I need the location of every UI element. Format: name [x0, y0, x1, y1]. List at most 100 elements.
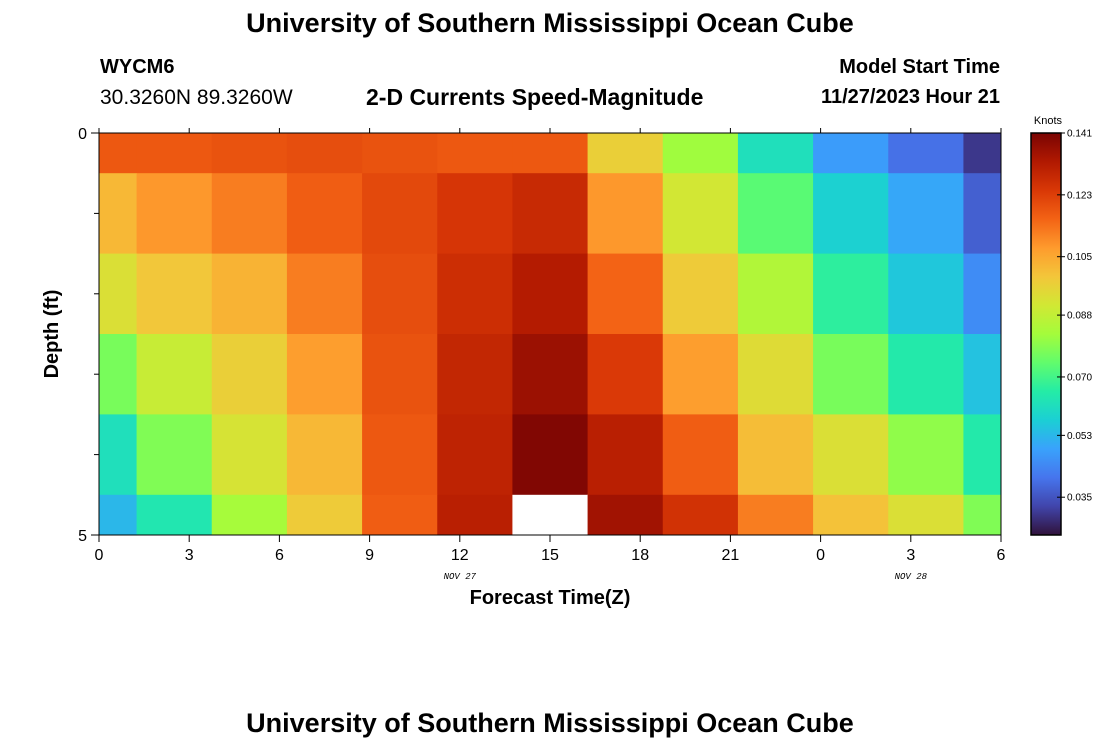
x-tick-label: 15	[541, 547, 559, 564]
plot-subtitle: 2-D Currents Speed-Magnitude	[366, 84, 704, 110]
heatmap-cell	[437, 253, 513, 335]
x-tick-label: 21	[722, 547, 740, 564]
heatmap-cell	[136, 494, 213, 536]
heatmap-cell	[963, 494, 1002, 536]
x-axis-label: Forecast Time(Z)	[470, 587, 631, 609]
station-coordinates: 30.3260N 89.3260W	[100, 86, 293, 109]
x-tick-label: 3	[185, 547, 194, 564]
heatmap-cell	[136, 414, 213, 496]
heatmap-cell	[99, 253, 138, 335]
heatmap-cell	[662, 133, 739, 174]
heatmap-cell	[362, 494, 438, 536]
heatmap-cell	[737, 414, 814, 496]
heatmap-cell	[362, 253, 438, 335]
heatmap-cell	[888, 334, 964, 415]
heatmap-cell	[963, 414, 1002, 496]
heatmap-cell	[362, 334, 438, 415]
heatmap-cell	[99, 414, 138, 496]
heatmap-cell	[362, 133, 438, 174]
heatmap-cell	[587, 173, 664, 255]
heatmap-cell	[286, 173, 363, 255]
footer-title: University of Southern Mississippi Ocean…	[246, 708, 854, 738]
page-title: University of Southern Mississippi Ocean…	[246, 8, 854, 38]
heatmap-cell	[211, 173, 288, 255]
model-start-value: 11/27/2023 Hour 21	[820, 86, 1000, 108]
y-axis: 05	[78, 126, 99, 545]
heatmap-cell	[662, 414, 739, 496]
x-tick-label: 6	[275, 547, 284, 564]
heatmap-cell	[512, 414, 589, 496]
heatmap-cell	[211, 133, 288, 174]
heatmap-cell	[286, 334, 363, 415]
heatmap-cell	[662, 494, 739, 536]
heatmap-cell	[963, 334, 1002, 415]
date-label: NOV 27	[444, 572, 477, 582]
y-axis-label: Depth (ft)	[41, 290, 63, 379]
heatmap-cell	[963, 133, 1002, 174]
heatmap-cell	[99, 334, 138, 415]
heatmap-cell	[437, 173, 513, 255]
heatmap-cell	[737, 173, 814, 255]
x-axis: 0 3 6 9 12 15 18 21 0 3 6 NOV 27 NOV 28	[95, 128, 1006, 582]
heatmap-cell	[211, 414, 288, 496]
heatmap-cell	[888, 414, 964, 496]
heatmap-cell	[737, 334, 814, 415]
heatmap-cell	[813, 173, 889, 255]
heatmap-cell	[512, 173, 589, 255]
heatmap-cell	[587, 334, 664, 415]
heatmap-cell	[737, 133, 814, 174]
heatmap-cell	[813, 253, 889, 335]
heatmap-cell	[963, 173, 1002, 255]
heatmap-cell	[587, 253, 664, 335]
heatmap-cell	[512, 253, 589, 335]
y-tick-label: 5	[78, 528, 87, 545]
heatmap-cell	[512, 133, 589, 174]
heatmap-cell	[211, 334, 288, 415]
heatmap-cell	[437, 414, 513, 496]
heatmap-cell	[362, 173, 438, 255]
heatmap-cell	[286, 253, 363, 335]
heatmap-cell	[136, 133, 213, 174]
heatmap-cell	[211, 253, 288, 335]
x-tick-label: 9	[365, 547, 374, 564]
heatmap-cell	[437, 494, 513, 536]
heatmap-cell	[888, 253, 964, 335]
heatmap-cell	[362, 414, 438, 496]
x-tick-label: 0	[95, 547, 104, 564]
heatmap-cell	[136, 334, 213, 415]
heatmap-cell	[136, 253, 213, 335]
heatmap-cell	[662, 334, 739, 415]
colorbar-tick-label: 0.035	[1067, 493, 1092, 504]
x-tick-label: 18	[631, 547, 649, 564]
colorbar-tick-label: 0.141	[1067, 129, 1092, 140]
colorbar-tick-label: 0.123	[1067, 190, 1092, 201]
colorbar: 0.141 0.123 0.105 0.088 0.070 0.053 0.035	[1030, 129, 1092, 536]
heatmap-cell	[587, 494, 664, 536]
heatmap-cell	[813, 334, 889, 415]
heatmap-cells	[99, 133, 1002, 536]
heatmap-cell	[211, 494, 288, 536]
date-label: NOV 28	[895, 572, 928, 582]
colorbar-tick-label: 0.105	[1067, 252, 1092, 263]
heatmap-cell	[737, 494, 814, 536]
station-id: WYCM6	[100, 56, 175, 78]
x-tick-label: 6	[997, 547, 1006, 564]
heatmap-cell	[286, 494, 363, 536]
colorbar-label: Knots	[1034, 115, 1063, 127]
heatmap-cell	[99, 173, 138, 255]
model-start-label: Model Start Time	[839, 56, 1000, 78]
heatmap-cell	[737, 253, 814, 335]
heatmap-cell	[813, 494, 889, 536]
colorbar-tick-label: 0.088	[1067, 311, 1092, 322]
heatmap-cell	[99, 133, 138, 174]
heatmap-cell	[437, 133, 513, 174]
heatmap-cell	[888, 494, 964, 536]
heatmap-cell	[512, 334, 589, 415]
y-tick-label: 0	[78, 126, 87, 143]
heatmap-cell	[437, 334, 513, 415]
heatmap-cell	[136, 173, 213, 255]
heatmap-cell	[286, 133, 363, 174]
heatmap-cell	[963, 253, 1002, 335]
x-tick-label: 12	[451, 547, 469, 564]
